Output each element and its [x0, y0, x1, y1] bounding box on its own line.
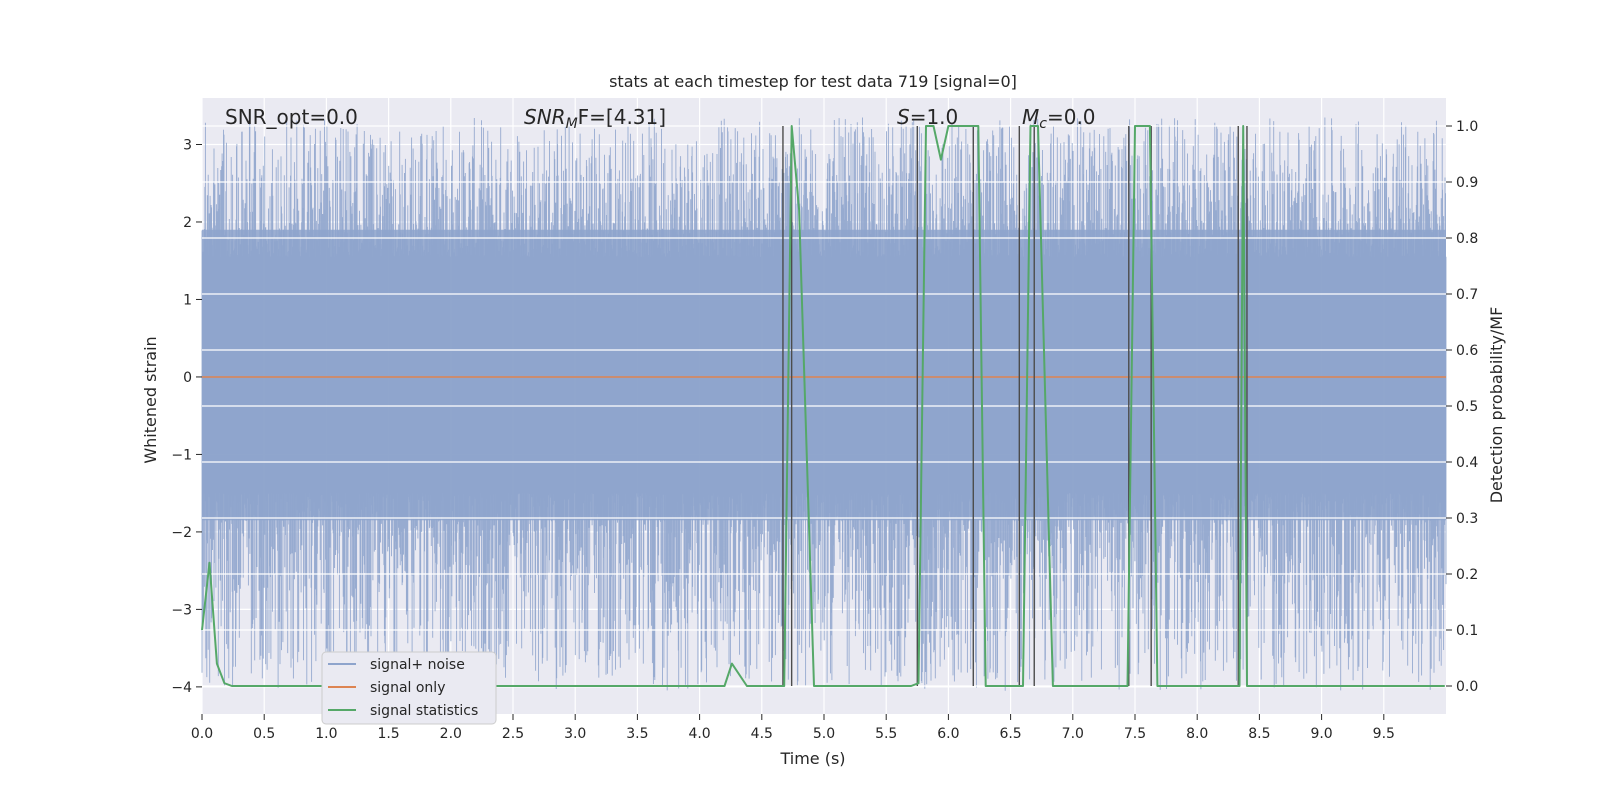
signal-statistics-series [201, 125, 1445, 687]
mc-subscript: c [1039, 116, 1047, 132]
x-axis-label: Time (s) [779, 749, 845, 768]
legend-label-signal-statistics: signal statistics [370, 703, 478, 719]
chart-title: stats at each timestep for test data 719… [609, 72, 1017, 91]
x-tick-label: 2.0 [440, 726, 462, 742]
x-tick-label: 9.0 [1310, 726, 1332, 742]
y-tick-label-right: 1.0 [1456, 119, 1478, 135]
y-tick-label-left: −3 [171, 602, 192, 618]
y-tick-label-right: 0.0 [1456, 679, 1478, 695]
annotation-snr-opt: SNR_opt=0.0 [225, 105, 358, 129]
x-axis-ticks: 0.0 0.5 1.0 1.5 2.0 2.5 3.0 3.5 4.0 4.5 5.0 5.5 6.0 6… [191, 714, 1395, 742]
snr-mf-symbol: SNR [524, 105, 566, 129]
y-axis-right-ticks: 0.0 0.1 0.2 0.3 0.4 0.5 0.6 0.7 0.8 0.9 1.0 [1446, 119, 1478, 695]
s-symbol: S [897, 105, 910, 129]
y-tick-label-right: 0.6 [1456, 343, 1478, 359]
y-tick-label-right: 0.8 [1456, 231, 1478, 247]
noise-trace [201, 117, 1447, 691]
x-tick-label: 8.0 [1186, 726, 1208, 742]
x-tick-label: 4.5 [751, 726, 773, 742]
mc-value: =0.0 [1047, 105, 1096, 129]
legend-label-signal-only: signal only [370, 680, 445, 696]
x-tick-label: 1.0 [315, 726, 337, 742]
y-tick-label-left: −4 [171, 680, 192, 696]
y-tick-label-left: −2 [171, 525, 192, 541]
x-tick-label: 2.5 [502, 726, 524, 742]
x-tick-label: 6.5 [999, 726, 1021, 742]
snr-mf-value: F=[4.31] [578, 105, 666, 129]
x-tick-label: 1.5 [377, 726, 399, 742]
x-tick-label: 7.0 [1062, 726, 1084, 742]
y-tick-label-right: 0.7 [1456, 287, 1478, 303]
x-tick-label: 4.0 [688, 726, 710, 742]
annotation-mc: Mc=0.0 [1022, 105, 1096, 132]
signal-statistics-line [201, 125, 1445, 687]
vertical-markers [782, 126, 1248, 686]
x-tick-label: 6.0 [937, 726, 959, 742]
y-tick-label-right: 0.3 [1456, 511, 1478, 527]
y-tick-label-left: 3 [183, 137, 192, 153]
x-tick-label: 3.5 [626, 726, 648, 742]
s-value: =1.0 [910, 105, 959, 129]
x-tick-label: 5.5 [875, 726, 897, 742]
legend: signal+ noise signal only signal statist… [321, 651, 497, 725]
mc-symbol: M [1022, 105, 1039, 129]
y-tick-label-left: −1 [171, 447, 192, 463]
annotation-s: S=1.0 [897, 105, 958, 129]
annotation-snr-mf: SNRMF=[4.31] [524, 105, 666, 132]
y-axis-left-ticks: −4 −3 −2 −1 0 1 2 3 [171, 137, 202, 696]
legend-box [321, 651, 497, 725]
y-tick-label-right: 0.4 [1456, 455, 1478, 471]
y-tick-label-right: 0.5 [1456, 399, 1478, 415]
x-tick-label: 0.5 [253, 726, 275, 742]
x-tick-label: 0.0 [191, 726, 213, 742]
y-tick-label-right: 0.2 [1456, 567, 1478, 583]
y-tick-label-left: 0 [183, 370, 192, 386]
y-axis-left-label: Whitened strain [141, 336, 160, 463]
y-tick-label-left: 2 [183, 215, 192, 231]
x-tick-label: 8.5 [1248, 726, 1270, 742]
snr-mf-subscript: M [566, 116, 578, 132]
y-tick-label-right: 0.9 [1456, 175, 1478, 191]
x-tick-label: 3.0 [564, 726, 586, 742]
y-axis-right-label: Detection probability/MF [1487, 307, 1506, 504]
x-tick-label: 7.5 [1124, 726, 1146, 742]
y-tick-label-right: 0.1 [1456, 623, 1478, 639]
y-tick-label-left: 1 [183, 292, 192, 308]
legend-label-signal-noise: signal+ noise [370, 657, 465, 673]
x-tick-label: 9.5 [1373, 726, 1395, 742]
x-tick-label: 5.0 [813, 726, 835, 742]
